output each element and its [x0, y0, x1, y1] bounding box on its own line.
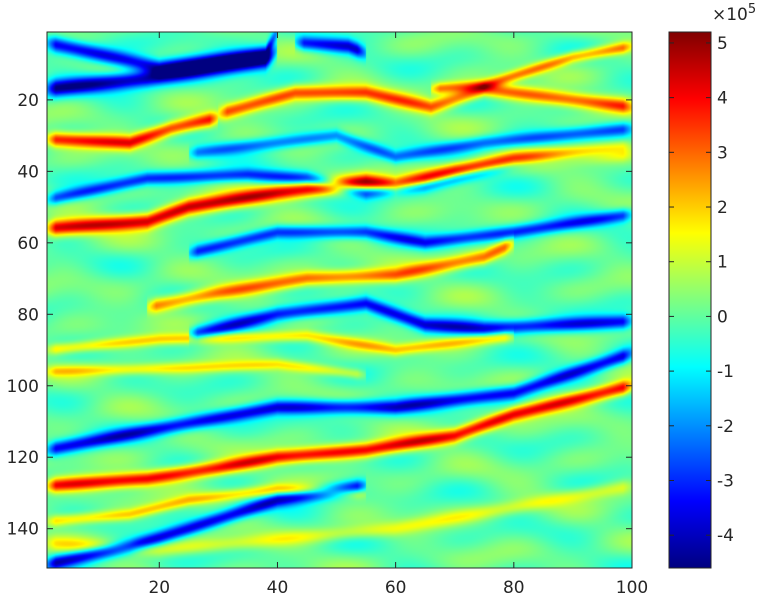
y-tick-label: 80 [17, 305, 39, 325]
y-tick-label: 140 [7, 520, 39, 540]
colorbar-tick-label: 4 [717, 89, 728, 109]
colorbar-tick-label: -3 [717, 471, 734, 491]
colorbar-tick-label: -2 [717, 417, 734, 437]
colorbar-tick-label: -1 [717, 362, 734, 382]
colorbar-ticks: -4 -3 -2 -1 0 1 2 3 4 5 [669, 34, 734, 546]
colorbar-tick-label: 3 [717, 143, 728, 163]
colorbar-exponent: ×105 [712, 2, 756, 25]
colorbar-tick-label: 5 [717, 34, 728, 54]
colorbar-frame [668, 31, 712, 569]
colorbar-tick-label: 0 [717, 307, 728, 327]
x-tick-label: 60 [385, 578, 407, 597]
x-tick-label: 20 [148, 578, 170, 597]
heatmap-image [47, 32, 632, 568]
x-tick-label: 80 [503, 578, 525, 597]
y-tick-label: 120 [7, 448, 39, 468]
x-tick-label: 40 [267, 578, 289, 597]
colorbar-tick-label: -4 [717, 526, 734, 546]
y-tick-label: 20 [17, 91, 39, 111]
colorbar-exponent-base: ×10 [712, 5, 748, 25]
y-axis: 20 40 60 80 100 120 140 [7, 91, 632, 540]
y-tick-label: 40 [17, 162, 39, 182]
colorbar-tick-label: 1 [717, 253, 728, 273]
plot-area: 20 40 60 80 100 20 40 60 80 100 120 140 [7, 31, 648, 597]
colorbar-gradient [669, 32, 711, 568]
x-tick-label: 100 [616, 578, 648, 597]
x-axis: 20 40 60 80 100 [148, 32, 648, 597]
colorbar-tick-label: 2 [717, 198, 728, 218]
plot-frame [46, 31, 633, 569]
colorbar-exponent-power: 5 [748, 2, 756, 17]
y-tick-label: 60 [17, 234, 39, 254]
y-tick-label: 100 [7, 377, 39, 397]
